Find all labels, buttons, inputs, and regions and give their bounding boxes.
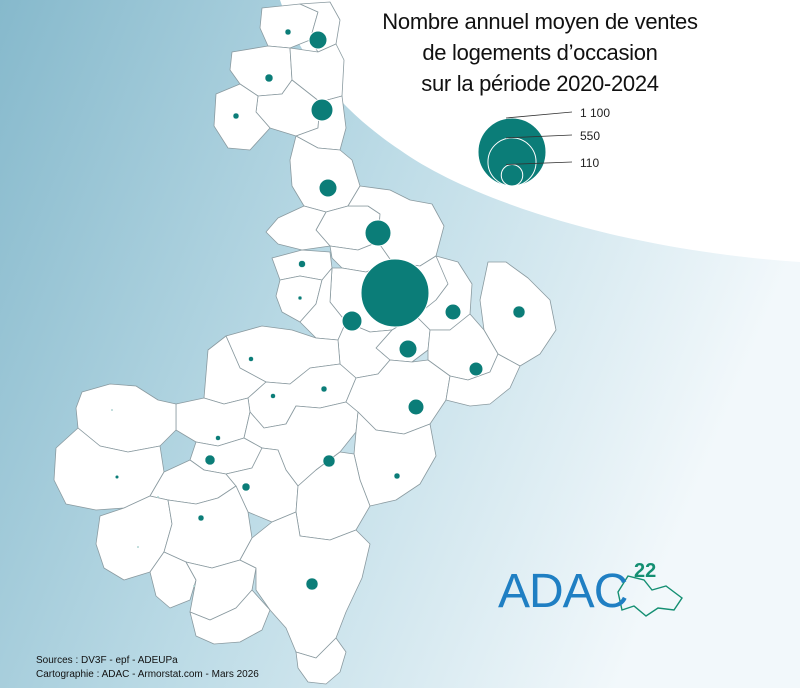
sales-symbol xyxy=(232,112,240,120)
sales-symbol xyxy=(110,408,114,412)
legend-graphic xyxy=(477,111,573,187)
adac-logo: ADAC 22 xyxy=(498,560,698,620)
sales-symbol xyxy=(318,178,338,198)
commune xyxy=(75,383,177,453)
sales-symbol xyxy=(308,30,328,50)
sales-symbol xyxy=(215,435,221,441)
sales-symbol xyxy=(284,28,292,36)
sales-symbol xyxy=(512,305,526,319)
title-line-1: Nombre annuel moyen de ventes xyxy=(382,9,698,34)
logo-text: ADAC xyxy=(498,565,628,618)
sales-symbol xyxy=(305,577,319,591)
sales-symbol xyxy=(360,258,430,328)
commune xyxy=(295,637,347,685)
sales-symbol xyxy=(298,260,306,268)
legend-leader-line xyxy=(505,161,573,165)
credits: Sources : DV3F - epf - ADEUPa Cartograph… xyxy=(36,654,259,682)
legend-circle xyxy=(477,117,547,187)
sales-symbol xyxy=(398,339,418,359)
credits-sources: Sources : DV3F - epf - ADEUPa xyxy=(36,655,178,666)
title-line-2: de logements d’occasion xyxy=(422,40,658,65)
sales-symbol xyxy=(114,474,120,480)
legend-label-550: 550 xyxy=(580,129,601,143)
logo-map-outline xyxy=(617,575,683,617)
sales-symbol xyxy=(444,303,462,321)
sales-symbol xyxy=(204,454,216,466)
sales-symbols xyxy=(110,28,526,591)
title-line-3: sur la période 2020-2024 xyxy=(421,71,659,96)
sales-symbol xyxy=(192,584,196,588)
commune xyxy=(149,551,197,609)
sales-symbol xyxy=(320,385,328,393)
sales-symbol xyxy=(136,545,140,549)
sales-symbol xyxy=(322,454,336,468)
sales-symbol xyxy=(341,310,363,332)
sales-symbol xyxy=(264,73,274,83)
sales-symbol xyxy=(270,393,276,399)
sales-symbol xyxy=(407,398,425,416)
sales-symbol xyxy=(241,482,251,492)
commune xyxy=(353,411,437,507)
logo-number: 22 xyxy=(634,560,657,582)
legend-label-110: 110 xyxy=(580,156,600,170)
sales-symbol xyxy=(364,219,392,247)
title-backdrop xyxy=(280,0,800,262)
commune xyxy=(445,353,521,407)
legend-label-1100: 1 100 xyxy=(580,106,611,120)
commune xyxy=(213,83,271,151)
sales-symbol xyxy=(156,495,160,499)
sales-symbol xyxy=(297,295,303,301)
sales-symbol xyxy=(310,98,334,122)
sales-symbol xyxy=(393,472,401,480)
legend-leader-line xyxy=(505,111,573,119)
sales-symbol xyxy=(468,361,484,377)
commune xyxy=(189,589,271,645)
commune xyxy=(239,511,371,659)
communes xyxy=(53,1,557,685)
legend-leader-line xyxy=(505,134,573,139)
sales-symbol xyxy=(248,356,254,362)
credits-cartography: Cartographie : ADAC - Armorstat.com - Ma… xyxy=(36,669,259,680)
sales-symbol xyxy=(197,514,205,522)
map-title: Nombre annuel moyen de ventes de logemen… xyxy=(340,6,740,99)
